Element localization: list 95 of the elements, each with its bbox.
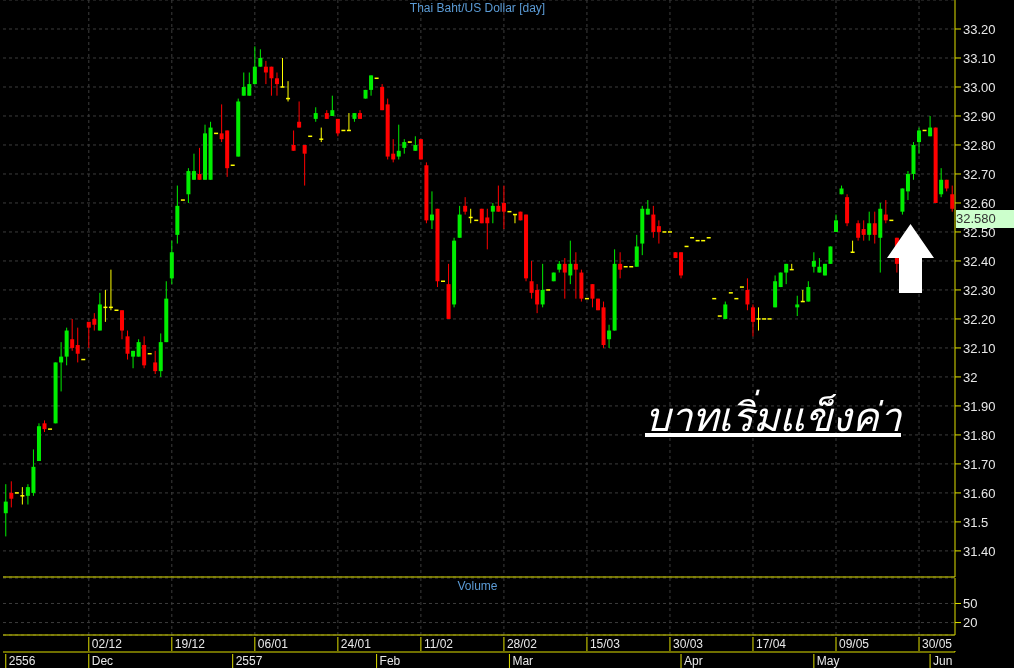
y-tick-label: 32.60 <box>963 195 996 211</box>
candlestick <box>197 147 202 181</box>
annotation: บาทเริ่มแข็งค่า <box>645 388 901 442</box>
candlestick <box>634 234 639 268</box>
candlestick <box>75 327 80 363</box>
candlestick <box>280 57 285 88</box>
candlestick <box>191 153 196 181</box>
candlestick <box>70 318 75 352</box>
y-tick-label: 31.60 <box>963 485 996 501</box>
y-tick-label: 32.80 <box>963 137 996 153</box>
category-label: 2557 <box>235 654 263 668</box>
candlestick <box>153 350 158 375</box>
candlestick <box>297 100 302 129</box>
candlestick <box>142 335 147 369</box>
y-tick-label: 32 <box>963 369 978 385</box>
y-tick-label: 32.70 <box>963 166 996 182</box>
category-label: Apr <box>684 654 703 668</box>
candlestick <box>125 330 130 361</box>
candlestick <box>131 350 136 369</box>
candlestick <box>369 74 374 97</box>
candlestick <box>900 187 905 216</box>
category-label: Feb <box>379 654 401 668</box>
x-tick-label: 06/01 <box>257 637 289 651</box>
category-label: 2556 <box>8 654 36 668</box>
candlestick <box>679 251 684 279</box>
y-tick-label: 50 <box>963 596 978 612</box>
candlestick <box>861 219 866 242</box>
y-tick-label: 33.10 <box>963 50 996 66</box>
category-label: Jun <box>933 654 953 668</box>
candlestick <box>750 303 755 337</box>
candlestick <box>274 71 279 97</box>
y-tick-label: 33.00 <box>963 79 996 95</box>
candlestick <box>540 263 545 308</box>
x-tick-label: 19/12 <box>174 637 206 651</box>
candlestick <box>656 219 661 245</box>
candlestick <box>291 129 296 152</box>
candlestick <box>496 185 501 213</box>
y-tick-label: 33.20 <box>963 21 996 37</box>
candlestick <box>607 324 612 349</box>
candlestick <box>490 202 495 224</box>
x-tick-label: 15/03 <box>589 637 621 651</box>
chart-title: Volume <box>456 579 499 593</box>
candlestick <box>330 95 335 117</box>
candlestick <box>573 251 578 300</box>
candlestick <box>501 185 506 230</box>
y-tick-label: 31.5 <box>963 514 989 530</box>
y-tick-label: 31.40 <box>963 543 996 559</box>
category-label: May <box>816 654 840 668</box>
candlestick <box>9 480 14 508</box>
candlestick <box>20 486 25 506</box>
candlestick <box>3 483 8 537</box>
candlestick <box>867 211 872 242</box>
candlestick <box>939 167 944 198</box>
candlestick <box>396 124 401 160</box>
candlestick <box>302 144 307 187</box>
candlestick <box>380 83 385 111</box>
y-tick-label: 20 <box>963 615 978 631</box>
y-tick-label: 31.70 <box>963 456 996 472</box>
category-label: Mar <box>512 654 534 668</box>
candlestick <box>618 251 623 279</box>
candlestick <box>872 211 877 245</box>
candlestick <box>905 170 910 201</box>
x-tick-label: 02/12 <box>91 637 123 651</box>
x-tick-label: 30/05 <box>922 637 953 651</box>
y-tick-label: 32.20 <box>963 311 996 327</box>
candlestick <box>457 205 462 239</box>
x-tick-label: 11/02 <box>423 637 454 651</box>
candlestick <box>917 127 922 155</box>
y-tick-label: 32.90 <box>963 108 996 124</box>
candlestick <box>562 257 567 300</box>
candlestick <box>120 309 124 340</box>
y-tick-label: 31.80 <box>963 427 996 443</box>
candlestick <box>745 277 750 311</box>
x-tick-label: 24/01 <box>340 637 372 651</box>
y-tick-label: 32.40 <box>963 253 996 269</box>
candlestick <box>811 251 816 274</box>
candlestick <box>186 167 191 204</box>
candlestick <box>651 205 656 239</box>
x-tick-label: 28/02 <box>506 637 538 651</box>
x-tick-label: 09/05 <box>839 637 870 651</box>
x-tick-label: 30/03 <box>672 637 704 651</box>
category-label: Dec <box>91 654 114 668</box>
y-tick-label: 31.90 <box>963 398 996 414</box>
candlestick <box>950 185 955 213</box>
candlestick <box>795 295 800 317</box>
candlestick <box>856 219 861 242</box>
chart-title: Thai Baht/US Dollar [day] <box>408 1 547 15</box>
y-tick-label: 32.30 <box>963 282 996 298</box>
candlestick <box>252 45 257 85</box>
candlestick <box>806 280 811 303</box>
x-tick-label: 17/04 <box>755 637 787 651</box>
y-tick-label: 32.10 <box>963 340 996 356</box>
text: 32.580 <box>956 209 1014 228</box>
candlestick <box>568 240 573 285</box>
candlestick <box>590 283 595 308</box>
